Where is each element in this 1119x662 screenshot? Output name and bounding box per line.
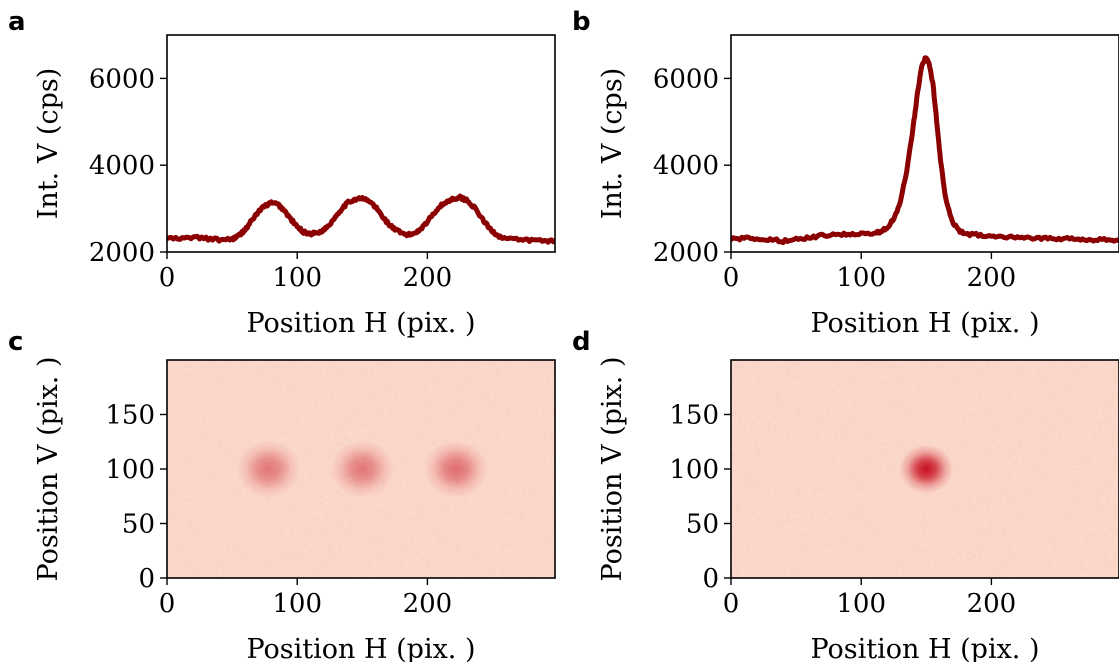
y-tick-label: 150 — [105, 401, 155, 431]
panel-letter-a: a — [8, 7, 26, 37]
x-axis-label: Position H (pix. ) — [810, 308, 1039, 339]
y-tick-label: 0 — [702, 564, 719, 594]
y-tick-label: 100 — [105, 455, 155, 485]
y-axis-label: Position V (pix. ) — [33, 357, 64, 582]
x-tick-label: 0 — [723, 263, 740, 293]
y-tick-label: 50 — [122, 510, 155, 540]
plot-frame — [730, 34, 1119, 253]
panel-d: 0 100 200 0 50 100 150 Position H (pix. ) Positi… — [597, 357, 1119, 662]
x-tick-label: 0 — [159, 589, 176, 619]
x-axis-label: Position H (pix. ) — [246, 308, 475, 339]
panel-letter-c: c — [8, 327, 23, 357]
x-tick-label: 200 — [403, 589, 453, 619]
y-tick-label: 6000 — [653, 64, 719, 94]
x-tick-label: 0 — [723, 589, 740, 619]
x-axis-label: Position H (pix. ) — [246, 634, 475, 662]
y-tick-label: 4000 — [653, 151, 719, 181]
y-tick-label: 2000 — [89, 238, 155, 268]
y-tick-label: 150 — [669, 401, 719, 431]
heatmap-spot — [330, 440, 395, 498]
series-line — [731, 55, 1119, 246]
panel-c: 0 100 200 0 50 100 150 Position H (pix. ) Positi… — [33, 357, 556, 662]
panel-letter-b: b — [572, 7, 591, 37]
y-axis-label: Position V (pix. ) — [597, 357, 628, 582]
panel-b: 0 100 200 2000 4000 6000 Position H (pix. ) Int… — [597, 34, 1119, 339]
x-tick-label: 200 — [967, 263, 1017, 293]
heatmap-spot — [236, 440, 301, 498]
plot-frame — [166, 34, 556, 253]
panel-a: 0 100 200 2000 4000 6000 Position H (pix. ) Int… — [33, 34, 556, 339]
y-tick-label: 2000 — [653, 238, 719, 268]
heatmap-spot — [899, 444, 954, 494]
x-tick-label: 100 — [836, 589, 886, 619]
x-tick-label: 100 — [272, 263, 322, 293]
x-tick-label: 100 — [272, 589, 322, 619]
y-tick-label: 0 — [138, 564, 155, 594]
x-axis-label: Position H (pix. ) — [810, 634, 1039, 662]
y-tick-label: 6000 — [89, 64, 155, 94]
x-tick-label: 100 — [836, 263, 886, 293]
y-axis-label: Int. V (cps) — [597, 68, 628, 219]
series-line — [167, 193, 555, 245]
panel-letter-d: d — [572, 327, 591, 357]
x-tick-label: 200 — [967, 589, 1017, 619]
y-tick-label: 100 — [669, 455, 719, 485]
x-tick-label: 200 — [403, 263, 453, 293]
heatmap-spot — [424, 440, 489, 498]
y-tick-label: 4000 — [89, 151, 155, 181]
y-tick-label: 50 — [686, 510, 719, 540]
x-tick-label: 0 — [159, 263, 176, 293]
y-axis-label: Int. V (cps) — [33, 68, 64, 219]
